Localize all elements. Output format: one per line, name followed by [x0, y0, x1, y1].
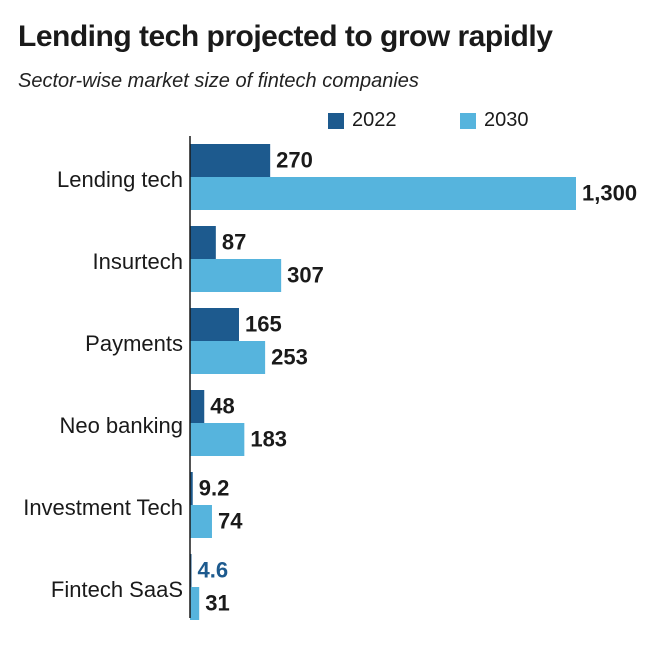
category-label-neo-banking: Neo banking — [59, 413, 183, 438]
legend-label-2030: 2030 — [484, 109, 529, 131]
data-label-insurtech-2030: 307 — [287, 262, 324, 287]
data-label-fintech-saas-2022: 4.6 — [198, 557, 229, 582]
legend-swatch-2030 — [460, 112, 476, 129]
bar-payments-2022 — [190, 308, 239, 341]
category-label-insurtech: Insurtech — [93, 249, 184, 274]
data-label-fintech-saas-2030: 31 — [205, 590, 229, 615]
data-label-neo-banking-2022: 48 — [210, 393, 234, 418]
bar-insurtech-2030 — [190, 259, 282, 292]
bar-neo-banking-2030 — [190, 423, 245, 456]
bar-insurtech-2022 — [190, 226, 216, 259]
data-label-investment-tech-2022: 9.2 — [199, 475, 230, 500]
bar-lending-tech-2022 — [190, 144, 271, 177]
data-label-lending-tech-2022: 270 — [276, 147, 313, 172]
legend-item-2022: 2022 — [328, 109, 397, 132]
category-label-lending-tech: Lending tech — [57, 167, 183, 192]
category-label-fintech-saas: Fintech SaaS — [51, 577, 183, 602]
legend-label-2022: 2022 — [352, 109, 397, 131]
legend-swatch-2022 — [328, 112, 344, 129]
chart-title: Lending tech projected to grow rapidly — [18, 20, 553, 53]
data-label-investment-tech-2030: 74 — [218, 508, 243, 533]
legend-item-2030: 2030 — [460, 109, 529, 132]
bar-lending-tech-2030 — [190, 177, 576, 210]
category-label-investment-tech: Investment Tech — [23, 495, 183, 520]
bar-neo-banking-2022 — [190, 390, 205, 423]
bar-investment-tech-2022 — [190, 472, 193, 505]
data-label-lending-tech-2030: 1,300 — [582, 180, 637, 205]
category-label-payments: Payments — [85, 331, 183, 356]
data-label-payments-2030: 253 — [271, 344, 308, 369]
bar-payments-2030 — [190, 341, 266, 374]
data-label-neo-banking-2030: 183 — [250, 426, 287, 451]
data-label-payments-2022: 165 — [245, 311, 282, 336]
bar-fintech-saas-2030 — [190, 587, 200, 620]
bar-investment-tech-2030 — [190, 505, 212, 538]
data-label-insurtech-2022: 87 — [222, 229, 246, 254]
chart-subtitle: Sector-wise market size of fintech compa… — [18, 70, 419, 92]
